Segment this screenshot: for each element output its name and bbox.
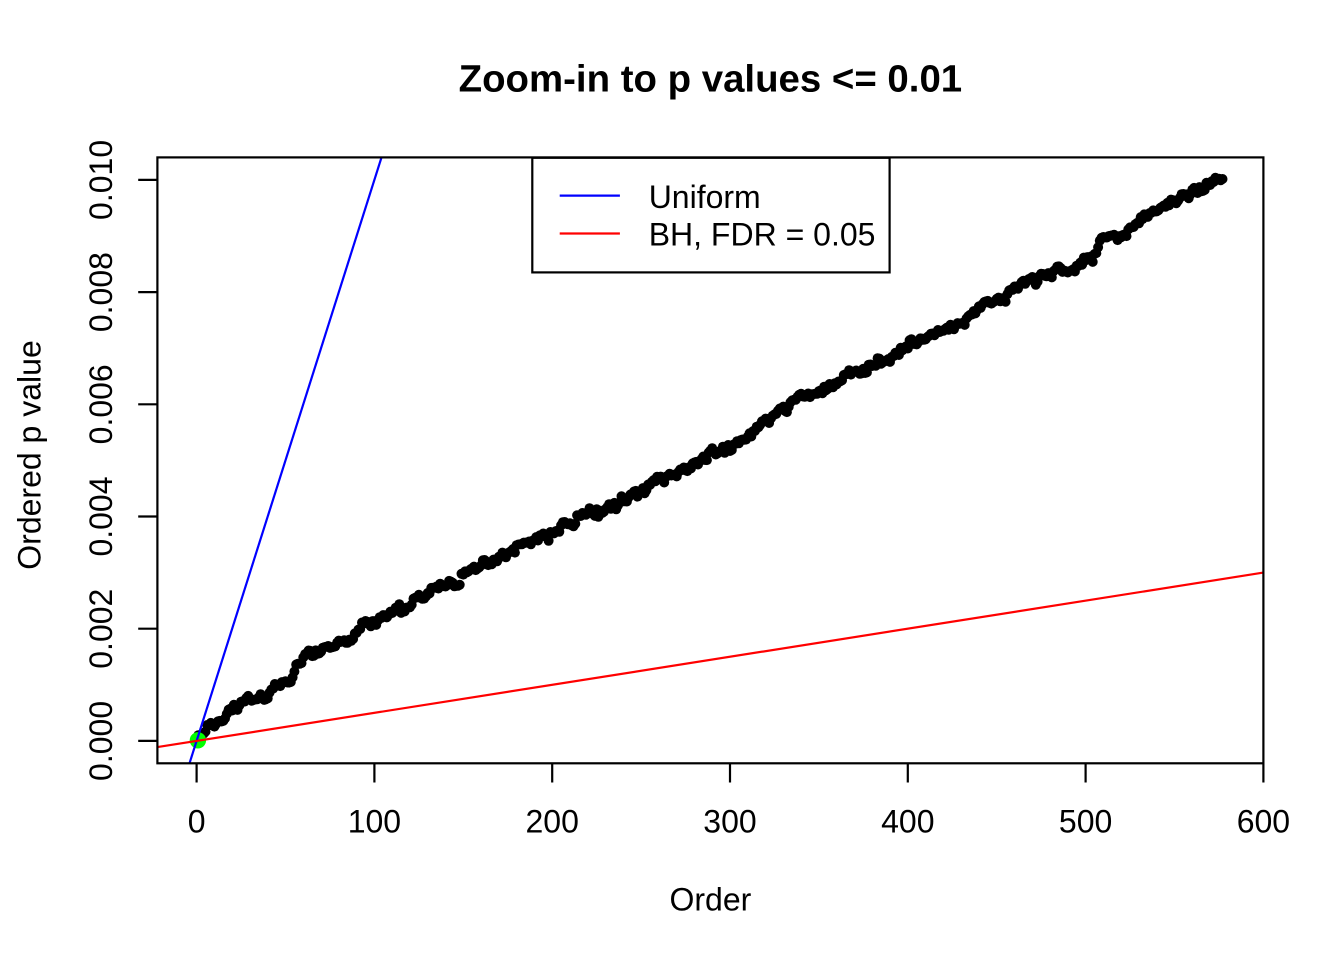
svg-text:Order: Order xyxy=(670,882,752,918)
svg-text:0.004: 0.004 xyxy=(83,476,119,556)
svg-text:600: 600 xyxy=(1237,804,1290,840)
svg-text:Uniform: Uniform xyxy=(649,179,761,215)
svg-text:Zoom-in to p values <= 0.01: Zoom-in to p values <= 0.01 xyxy=(459,58,962,101)
svg-text:100: 100 xyxy=(348,804,401,840)
svg-text:0.006: 0.006 xyxy=(83,364,119,444)
svg-text:0: 0 xyxy=(188,804,206,840)
svg-text:0.008: 0.008 xyxy=(83,252,119,332)
svg-text:200: 200 xyxy=(526,804,579,840)
svg-text:500: 500 xyxy=(1059,804,1112,840)
svg-text:0.000: 0.000 xyxy=(83,701,119,781)
svg-text:400: 400 xyxy=(881,804,934,840)
svg-text:0.010: 0.010 xyxy=(83,140,119,220)
svg-text:300: 300 xyxy=(703,804,756,840)
svg-text:Ordered p value: Ordered p value xyxy=(12,340,48,569)
svg-text:BH, FDR = 0.05: BH, FDR = 0.05 xyxy=(649,217,876,253)
svg-text:0.002: 0.002 xyxy=(83,589,119,669)
